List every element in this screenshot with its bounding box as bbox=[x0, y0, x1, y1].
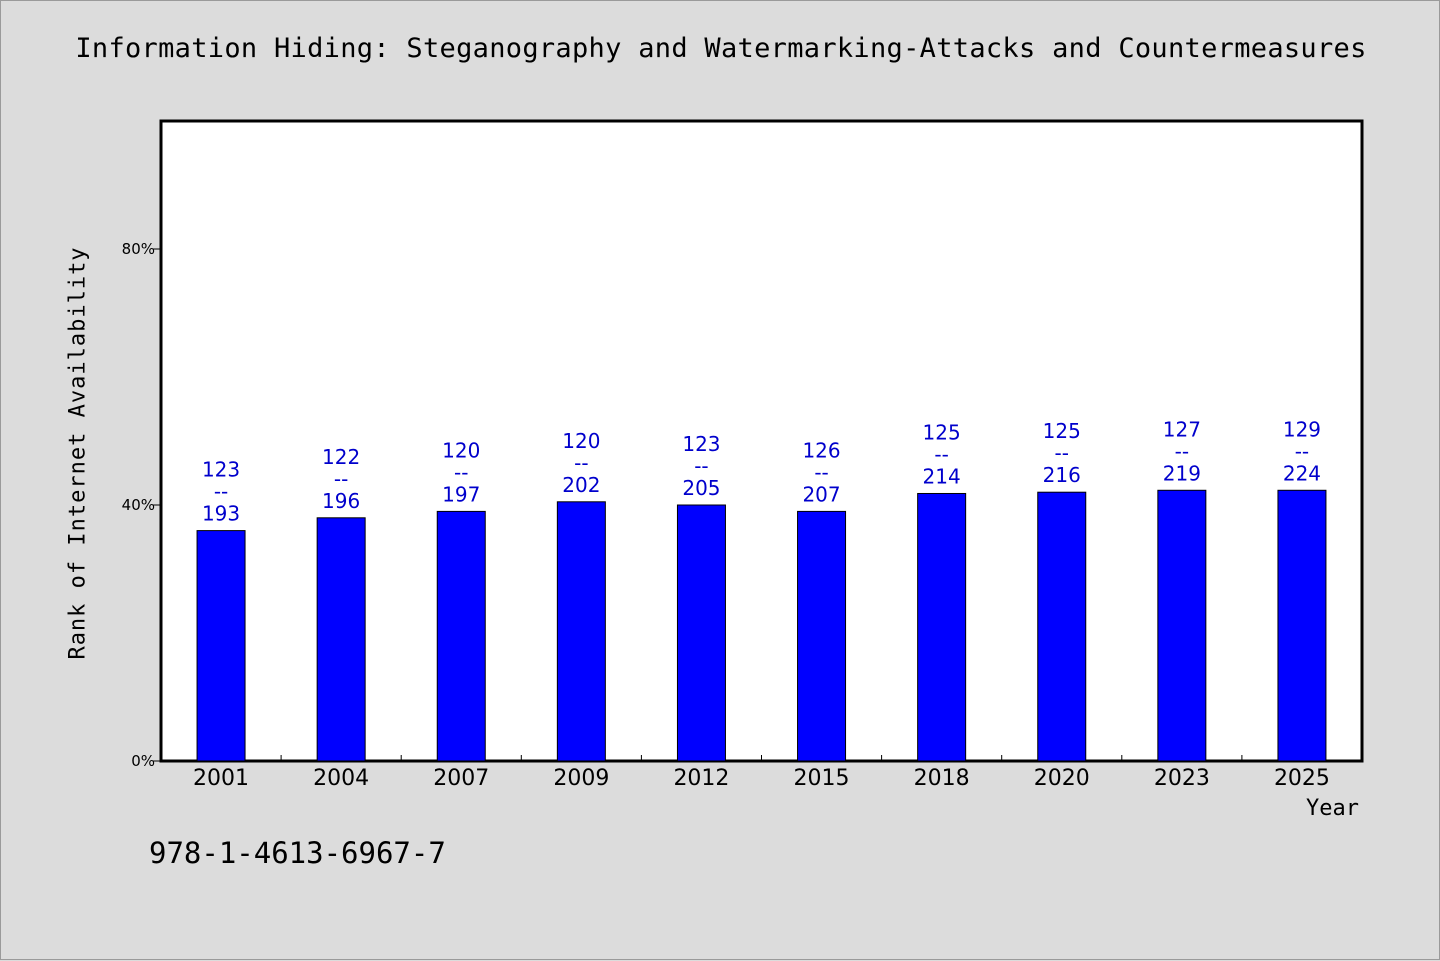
bar-label-bottom: 207 bbox=[802, 482, 840, 506]
bar-label-separator: -- bbox=[454, 460, 468, 484]
bar-label-top: 125 bbox=[1043, 419, 1081, 443]
bar-label-bottom: 219 bbox=[1163, 461, 1201, 485]
bar-label-separator: -- bbox=[1175, 439, 1189, 463]
bar-label-bottom: 205 bbox=[682, 476, 720, 500]
bar-label-separator: -- bbox=[694, 454, 708, 478]
x-tick-label: 2001 bbox=[193, 766, 249, 791]
bar bbox=[1277, 489, 1327, 762]
bar-label-top: 120 bbox=[562, 429, 600, 453]
bar-label-separator: -- bbox=[214, 480, 228, 504]
bar-label-bottom: 214 bbox=[923, 464, 961, 488]
bar-label-bottom: 196 bbox=[322, 489, 360, 513]
y-tick-label: 40% bbox=[122, 496, 155, 514]
bar-label-top: 126 bbox=[802, 438, 840, 462]
bar-label-bottom: 224 bbox=[1283, 461, 1321, 485]
bar-label-separator: -- bbox=[934, 442, 948, 466]
bar-label-top: 120 bbox=[442, 438, 480, 462]
bar-label-separator: -- bbox=[814, 460, 828, 484]
x-tick-label: 2018 bbox=[914, 766, 970, 791]
bar-label-top: 125 bbox=[923, 420, 961, 444]
bar bbox=[1037, 491, 1087, 762]
x-tick-label: 2020 bbox=[1034, 766, 1090, 791]
bar bbox=[1157, 489, 1207, 762]
bar-label-bottom: 197 bbox=[442, 482, 480, 506]
bar bbox=[797, 510, 847, 762]
bar bbox=[196, 530, 246, 762]
isbn-footer: 978-1-4613-6967-7 bbox=[149, 836, 446, 870]
x-tick-label: 2023 bbox=[1154, 766, 1210, 791]
bar-label-top: 123 bbox=[682, 432, 720, 456]
y-tick-label: 80% bbox=[122, 240, 155, 258]
bar-label-top: 127 bbox=[1163, 417, 1201, 441]
bar bbox=[316, 517, 366, 762]
bar-label-top: 123 bbox=[202, 458, 240, 482]
x-tick-label: 2007 bbox=[433, 766, 489, 791]
bar-label-separator: -- bbox=[334, 467, 348, 491]
x-axis-label: Year bbox=[1306, 796, 1359, 821]
bar-label-bottom: 216 bbox=[1043, 463, 1081, 487]
bar-label-bottom: 202 bbox=[562, 473, 600, 497]
bar bbox=[917, 492, 967, 762]
x-tick-label: 2025 bbox=[1274, 766, 1330, 791]
bar bbox=[556, 501, 606, 762]
bar-label-separator: -- bbox=[1295, 439, 1309, 463]
y-tick-label: 0% bbox=[131, 752, 155, 770]
bar bbox=[676, 504, 726, 762]
bar bbox=[436, 510, 486, 762]
bar-label-separator: -- bbox=[574, 451, 588, 475]
y-axis-label: Rank of Internet Availability bbox=[65, 246, 91, 660]
x-tick-label: 2009 bbox=[553, 766, 609, 791]
x-tick-label: 2015 bbox=[794, 766, 850, 791]
chart-title: Information Hiding: Steganography and Wa… bbox=[75, 33, 1367, 64]
bar-label-separator: -- bbox=[1055, 441, 1069, 465]
x-tick-label: 2012 bbox=[673, 766, 729, 791]
bar-label-bottom: 193 bbox=[202, 502, 240, 526]
bar-label-top: 129 bbox=[1283, 417, 1321, 441]
bar-label-top: 122 bbox=[322, 445, 360, 469]
x-tick-label: 2004 bbox=[313, 766, 369, 791]
